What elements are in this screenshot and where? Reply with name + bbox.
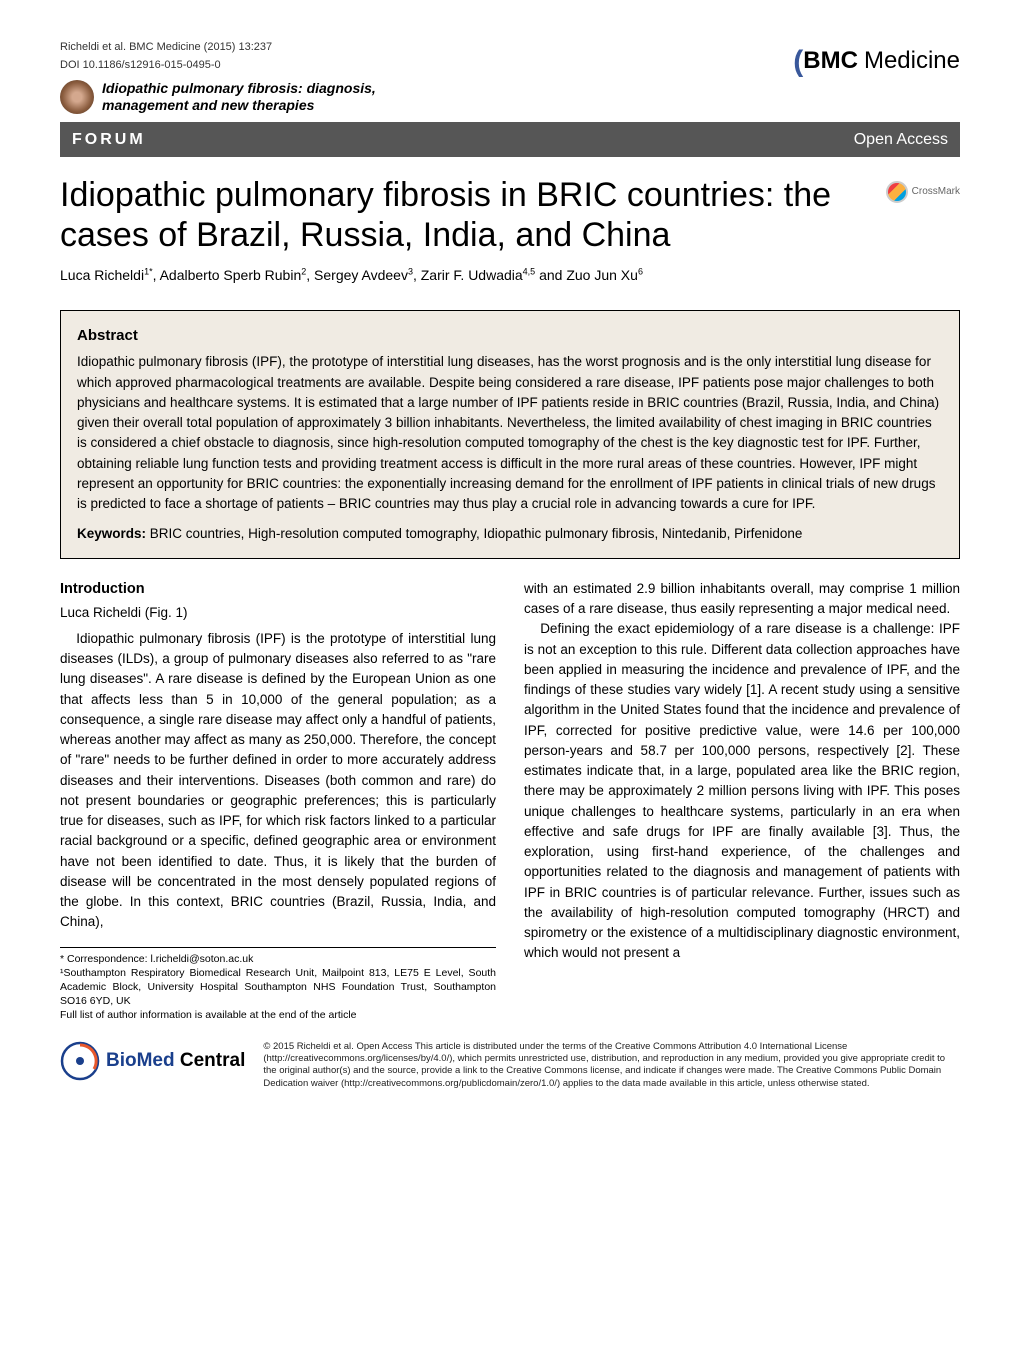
publisher-logo: BioMed Central [60, 1041, 245, 1081]
page-header: Richeldi et al. BMC Medicine (2015) 13:2… [60, 40, 960, 114]
logo-swoosh-icon: ( [793, 40, 803, 84]
keywords-label: Keywords: [77, 526, 146, 541]
journal-prefix: BMC [803, 44, 858, 79]
crossmark-label: CrossMark [912, 185, 960, 200]
open-access-label: Open Access [854, 128, 948, 151]
doi-line: DOI 10.1186/s12916-015-0495-0 [60, 58, 793, 74]
intro-col2-p2: Defining the exact epidemiology of a rar… [524, 619, 960, 963]
abstract-body: Idiopathic pulmonary fibrosis (IPF), the… [77, 352, 943, 514]
intro-col2-p1: with an estimated 2.9 billion inhabitant… [524, 579, 960, 620]
series-line1: Idiopathic pulmonary fibrosis: diagnosis… [102, 80, 376, 96]
series-banner: Idiopathic pulmonary fibrosis: diagnosis… [60, 80, 793, 114]
header-left: Richeldi et al. BMC Medicine (2015) 13:2… [60, 40, 793, 114]
correspondence-line: * Correspondence: l.richeldi@soton.ac.uk [60, 952, 496, 966]
footnotes-block: * Correspondence: l.richeldi@soton.ac.uk… [60, 947, 496, 1023]
keywords-text: BRIC countries, High-resolution computed… [146, 526, 802, 541]
series-line2: management and new therapies [102, 97, 314, 113]
journal-logo: ( BMC Medicine [793, 40, 960, 84]
publisher-central: Central [175, 1050, 246, 1071]
crossmark-icon [886, 181, 908, 203]
page-footer: BioMed Central © 2015 Richeldi et al. Op… [60, 1041, 960, 1090]
column-left: Introduction Luca Richeldi (Fig. 1) Idio… [60, 579, 496, 1023]
series-title: Idiopathic pulmonary fibrosis: diagnosis… [102, 80, 376, 114]
bmc-circle-icon [60, 1041, 100, 1081]
abstract-box: Abstract Idiopathic pulmonary fibrosis (… [60, 310, 960, 559]
forum-label: FORUM [72, 128, 146, 151]
affiliation-line: ¹Southampton Respiratory Biomedical Rese… [60, 966, 496, 1009]
authors-line: Luca Richeldi1*, Adalberto Sperb Rubin2,… [60, 265, 960, 285]
forum-bar: FORUM Open Access [60, 122, 960, 157]
column-right: with an estimated 2.9 billion inhabitant… [524, 579, 960, 1023]
series-icon [60, 80, 94, 114]
publisher-bio: BioMed [106, 1050, 175, 1071]
intro-col1-p1: Idiopathic pulmonary fibrosis (IPF) is t… [60, 629, 496, 933]
body-columns: Introduction Luca Richeldi (Fig. 1) Idio… [60, 579, 960, 1023]
citation-line: Richeldi et al. BMC Medicine (2015) 13:2… [60, 40, 793, 56]
license-text: © 2015 Richeldi et al. Open Access This … [263, 1041, 960, 1090]
abstract-heading: Abstract [77, 325, 943, 347]
intro-heading: Introduction [60, 579, 496, 601]
intro-subheading: Luca Richeldi (Fig. 1) [60, 603, 496, 623]
crossmark-badge[interactable]: CrossMark [886, 181, 960, 203]
keywords-line: Keywords: BRIC countries, High-resolutio… [77, 524, 943, 544]
title-row: Idiopathic pulmonary fibrosis in BRIC co… [60, 175, 960, 255]
journal-suffix: Medicine [864, 44, 960, 79]
article-title: Idiopathic pulmonary fibrosis in BRIC co… [60, 175, 874, 255]
publisher-name: BioMed Central [106, 1047, 245, 1075]
full-list-line: Full list of author information is avail… [60, 1008, 496, 1022]
